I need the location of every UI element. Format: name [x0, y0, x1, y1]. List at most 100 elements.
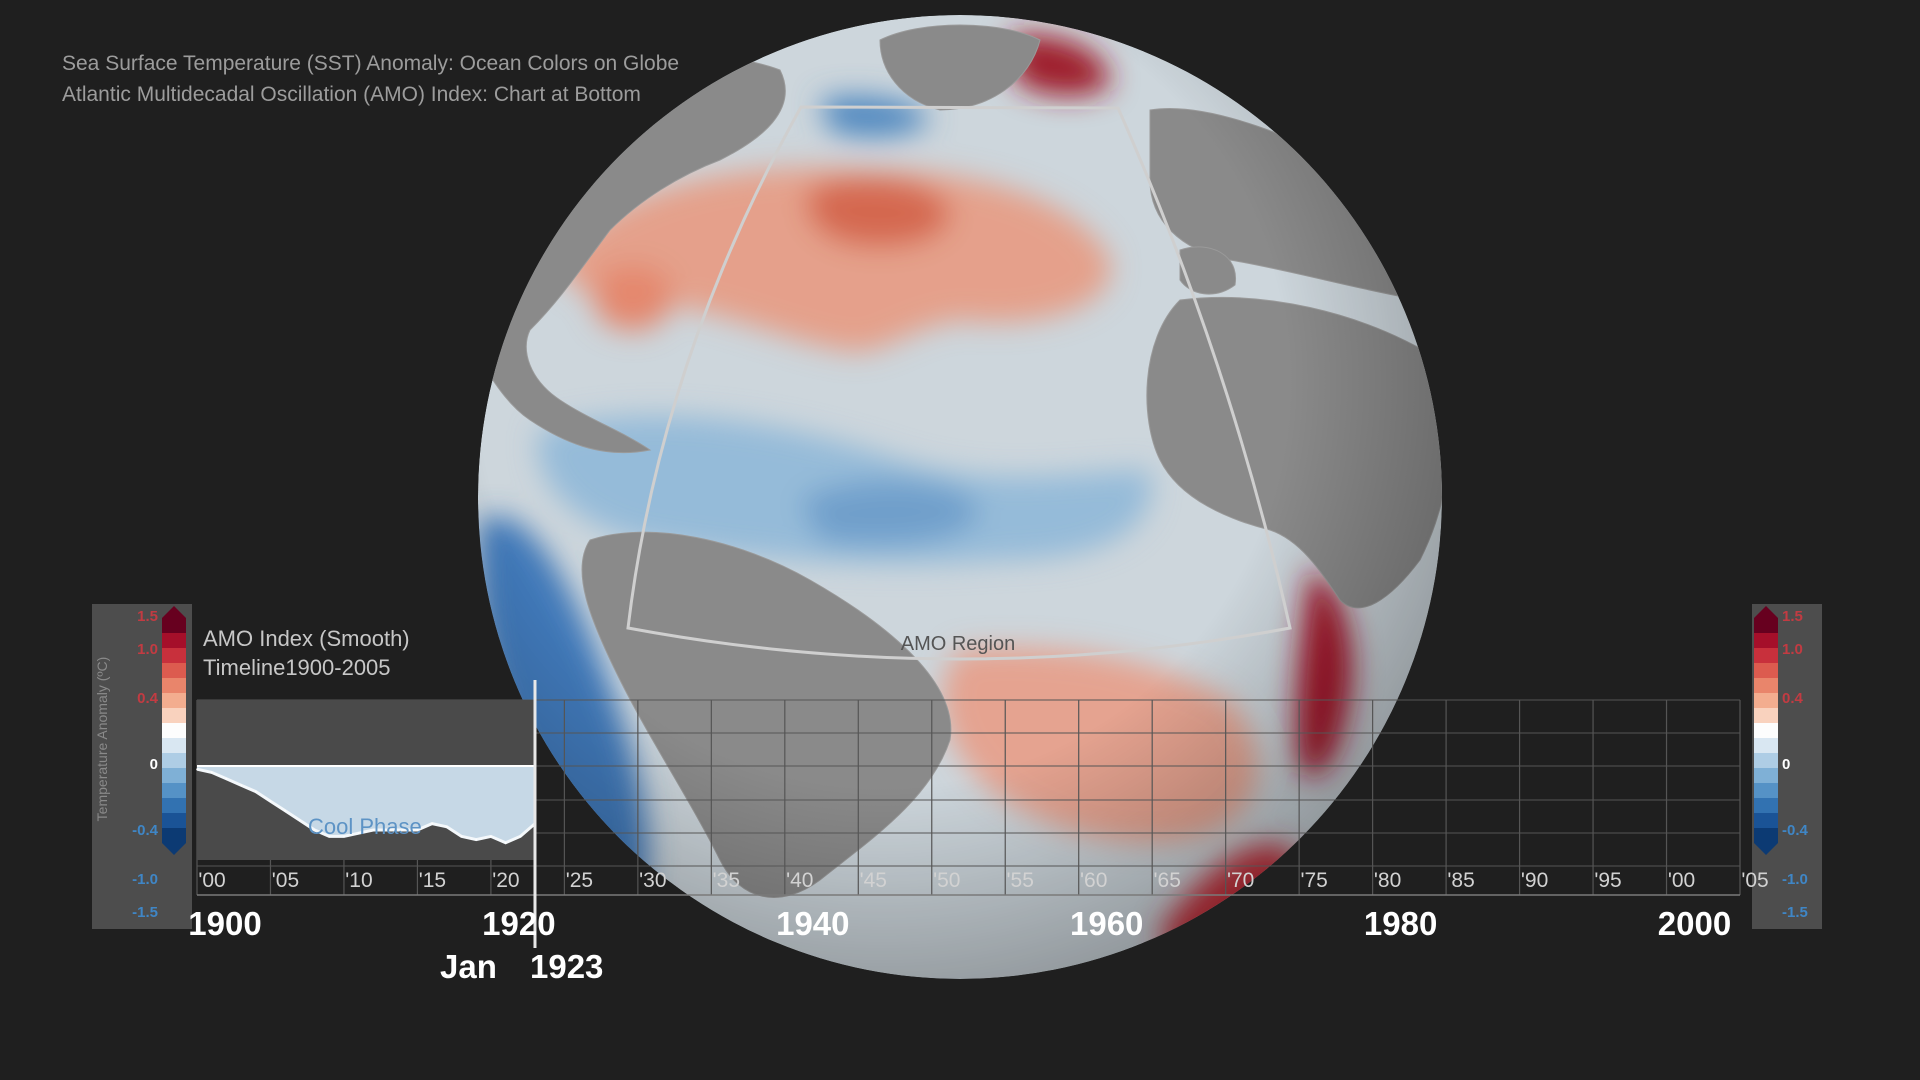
- x-tick-label: '30: [639, 869, 666, 893]
- decade-label: 1960: [1070, 905, 1143, 943]
- colorbar-swatch: [162, 648, 186, 663]
- colorbar-swatch: [162, 798, 186, 813]
- decade-label: 1920: [482, 905, 555, 943]
- decade-label: 2000: [1658, 905, 1731, 943]
- colorbar-swatch: [1754, 633, 1778, 648]
- amo-data-point: [446, 826, 448, 828]
- colorbar-scale-left: [162, 616, 186, 855]
- colorbar-max-arrow: [1754, 606, 1778, 618]
- colorbar-swatch: [162, 723, 186, 738]
- colorbar-swatch: [1754, 783, 1778, 798]
- amo-data-point: [461, 836, 463, 838]
- colorbar-swatch: [1754, 813, 1778, 828]
- colorbar-swatch: [1754, 693, 1778, 708]
- colorbar-min-arrow: [162, 843, 186, 855]
- colorbar-tick-label: -0.4: [132, 822, 158, 839]
- x-tick-label: '75: [1300, 869, 1327, 893]
- colorbar-tick-label: -0.4: [1782, 822, 1808, 839]
- x-tick-label: '85: [1447, 869, 1474, 893]
- chart-title-block: AMO Index (Smooth) Timeline1900-2005: [203, 624, 410, 682]
- colorbar-swatch: [1754, 723, 1778, 738]
- colorbar-tick-label: 1.5: [1782, 608, 1803, 625]
- colorbar-swatch: [1754, 753, 1778, 768]
- x-tick-label: '00: [198, 869, 225, 893]
- colorbar-scale-right: [1754, 616, 1778, 855]
- x-tick-label: '10: [345, 869, 372, 893]
- colorbar-swatch: [1754, 618, 1778, 633]
- colorbar-swatch: [1754, 663, 1778, 678]
- colorbar-swatch: [162, 813, 186, 828]
- x-tick-label: '05: [272, 869, 299, 893]
- x-tick-label: '50: [933, 869, 960, 893]
- amo-region-label: AMO Region: [901, 633, 1016, 655]
- colorbar-swatch: [1754, 738, 1778, 753]
- amo-data-point: [519, 836, 521, 838]
- amo-data-point: [299, 820, 301, 822]
- x-tick-label: '05: [1741, 869, 1768, 893]
- colorbar-tick-label: -1.5: [1782, 904, 1808, 921]
- colorbar-swatch: [1754, 768, 1778, 783]
- x-tick-label: '90: [1521, 869, 1548, 893]
- colorbar-swatch: [1754, 708, 1778, 723]
- amo-data-point: [255, 791, 257, 793]
- colorbar-tick-label: -1.0: [132, 871, 158, 888]
- amo-data-point: [196, 768, 198, 770]
- globe: AMO Region: [446, 15, 1450, 985]
- x-tick-label: '80: [1374, 869, 1401, 893]
- colorbar-swatch: [162, 678, 186, 693]
- amo-data-point: [270, 800, 272, 802]
- x-tick-label: '70: [1227, 869, 1254, 893]
- x-tick-label: '15: [419, 869, 446, 893]
- x-tick-label: '35: [713, 869, 740, 893]
- colorbar-tick-label: 0.4: [137, 690, 158, 707]
- colorbar-swatch: [162, 708, 186, 723]
- colorbar-left: Temperature Anomaly (ºC) 1.5 1.0 0.4 0 -0.4 -…: [92, 604, 192, 929]
- header: Sea Surface Temperature (SST) Anomaly: O…: [62, 48, 679, 110]
- amo-data-point: [240, 784, 242, 786]
- x-tick-label: '00: [1668, 869, 1695, 893]
- phase-label: Cool Phase: [308, 814, 422, 840]
- colorbar-swatch: [162, 633, 186, 648]
- colorbar-axis-title: Temperature Anomaly (ºC): [94, 624, 110, 854]
- amo-data-point: [475, 839, 477, 841]
- current-year-label: 1923: [530, 948, 603, 986]
- current-month-label: Jan: [440, 948, 497, 986]
- decade-label: 1980: [1364, 905, 1437, 943]
- x-tick-label: '55: [1007, 869, 1034, 893]
- colorbar-swatch: [1754, 798, 1778, 813]
- x-tick-label: '95: [1594, 869, 1621, 893]
- colorbar-tick-label: -1.5: [132, 904, 158, 921]
- globe-shading: [478, 15, 1442, 979]
- colorbar-tick-label: 1.0: [1782, 641, 1803, 658]
- colorbar-tick-label: 0: [1782, 756, 1790, 773]
- colorbar-tick-label: 1.5: [137, 608, 158, 625]
- colorbar-swatch: [162, 828, 186, 843]
- colorbar-swatch: [162, 693, 186, 708]
- colorbar-max-arrow: [162, 606, 186, 618]
- colorbar-swatch: [162, 753, 186, 768]
- colorbar-swatch: [162, 783, 186, 798]
- x-tick-label: '25: [566, 869, 593, 893]
- colorbar-swatch: [162, 663, 186, 678]
- colorbar-tick-label: 1.0: [137, 641, 158, 658]
- decade-label: 1940: [776, 905, 849, 943]
- amo-data-point: [211, 772, 213, 774]
- colorbar-min-arrow: [1754, 843, 1778, 855]
- colorbar-swatch: [1754, 678, 1778, 693]
- colorbar-tick-label: 0.4: [1782, 690, 1803, 707]
- amo-data-point: [226, 778, 228, 780]
- decade-label: 1900: [188, 905, 261, 943]
- header-line-amo: Atlantic Multidecadal Oscillation (AMO) …: [62, 79, 679, 110]
- x-tick-label: '45: [860, 869, 887, 893]
- header-line-sst: Sea Surface Temperature (SST) Anomaly: O…: [62, 48, 679, 79]
- colorbar-swatch: [1754, 828, 1778, 843]
- x-tick-label: '65: [1154, 869, 1181, 893]
- amo-data-point: [431, 823, 433, 825]
- colorbar-tick-label: -1.0: [1782, 871, 1808, 888]
- x-tick-label: '40: [786, 869, 813, 893]
- colorbar-swatch: [162, 768, 186, 783]
- colorbar-tick-label: 0: [150, 756, 158, 773]
- colorbar-swatch: [1754, 648, 1778, 663]
- x-tick-label: '60: [1080, 869, 1107, 893]
